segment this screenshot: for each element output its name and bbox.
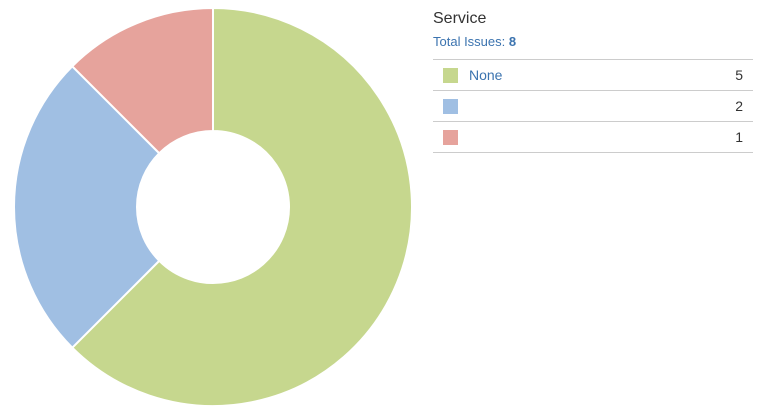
donut-chart (13, 7, 413, 407)
chart-title: Service (433, 10, 487, 27)
total-issues-label: Total Issues: (433, 34, 506, 49)
legend-row[interactable]: 2 (433, 91, 753, 122)
legend-swatch (443, 68, 458, 83)
pie-slice-2[interactable] (71, 7, 214, 155)
pie-slice-0[interactable] (71, 7, 413, 407)
total-issues: Total Issues: 8 (433, 34, 753, 50)
legend-value: 2 (735, 98, 743, 114)
legend-row[interactable]: 1 (433, 122, 753, 153)
legend-list: None 5 2 1 (433, 59, 753, 153)
legend-swatch (443, 99, 458, 114)
legend-value: 5 (735, 67, 743, 83)
pie-slice-1[interactable] (13, 65, 161, 349)
legend-label[interactable]: None (469, 67, 503, 83)
legend-panel: Service Total Issues: 8 None 5 2 1 (433, 10, 753, 153)
total-issues-count[interactable]: 8 (508, 34, 517, 49)
legend-row[interactable]: None 5 (433, 60, 753, 91)
legend-value: 1 (735, 129, 743, 145)
legend-swatch (443, 130, 458, 145)
